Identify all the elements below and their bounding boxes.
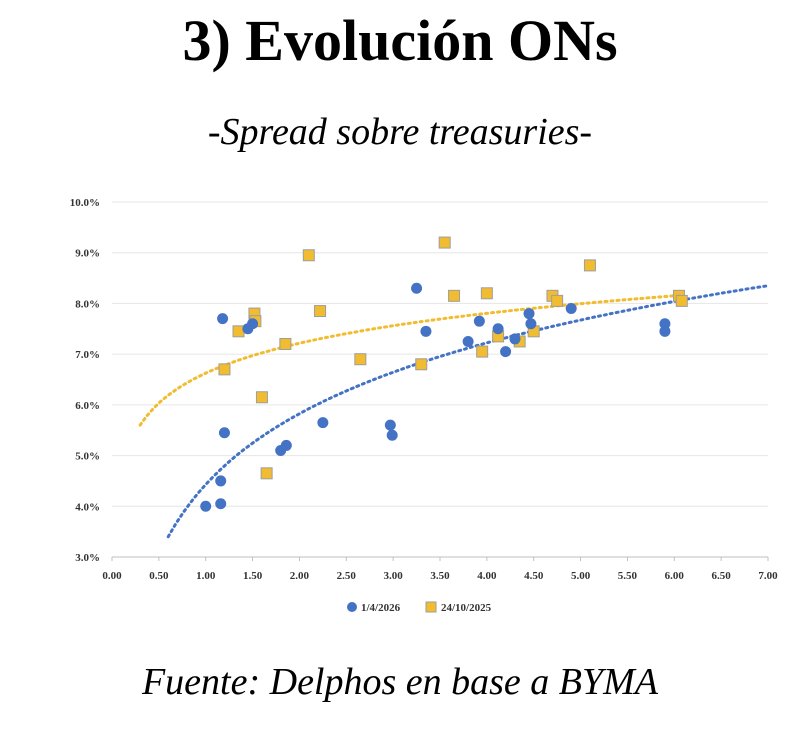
data-point-circle xyxy=(659,318,671,330)
x-tick-label: 6.50 xyxy=(712,570,732,582)
data-point-circle xyxy=(218,427,230,439)
data-point-square xyxy=(415,358,428,371)
data-point-circle xyxy=(386,429,398,441)
data-point-square xyxy=(302,249,315,262)
data-point-square xyxy=(448,289,461,302)
data-point-circle xyxy=(509,333,521,345)
data-point-circle xyxy=(462,335,474,347)
data-point-circle xyxy=(565,303,577,314)
data-point-circle xyxy=(525,318,537,330)
y-tick-label: 4.0% xyxy=(75,501,100,513)
data-point-square xyxy=(551,294,564,307)
data-point-circle xyxy=(500,346,512,358)
x-tick-label: 5.00 xyxy=(571,570,591,582)
y-tick-label: 10.0% xyxy=(70,197,100,209)
data-point-circle xyxy=(659,325,671,337)
data-point-circle xyxy=(215,498,227,510)
x-tick-label: 6.00 xyxy=(665,570,685,582)
x-tick-label: 2.50 xyxy=(337,570,357,582)
data-point-square xyxy=(583,259,596,272)
data-point-square xyxy=(260,467,273,480)
data-point-circle xyxy=(420,325,432,337)
data-point-square xyxy=(218,363,231,376)
y-tick-label: 9.0% xyxy=(75,248,100,260)
trendline xyxy=(166,284,770,539)
data-point-circle xyxy=(523,308,535,320)
x-tick-label: 4.50 xyxy=(524,570,544,582)
y-tick-label: 3.0% xyxy=(75,552,100,564)
x-tick-label: 0.50 xyxy=(149,570,169,582)
data-point-square xyxy=(255,391,268,404)
data-point-circle xyxy=(384,419,396,431)
data-point-circle xyxy=(200,500,212,512)
y-tick-label: 5.0% xyxy=(75,451,100,463)
data-point-circle xyxy=(317,417,329,429)
legend-label: 24/10/2025 xyxy=(441,602,492,614)
page-title: 3) Evolución ONs xyxy=(182,8,618,73)
x-tick-label: 1.50 xyxy=(243,570,263,582)
source-note: Fuente: Delphos en base a BYMA xyxy=(141,661,659,703)
data-point-square xyxy=(480,287,493,300)
data-point-circle xyxy=(411,282,423,294)
x-tick-label: 0.00 xyxy=(102,570,122,582)
x-tick-label: 2.00 xyxy=(290,570,310,582)
page-subtitle: -Spread sobre treasuries- xyxy=(207,111,593,153)
x-tick-label: 3.00 xyxy=(384,570,404,582)
legend-marker-circle xyxy=(347,602,357,612)
x-tick-label: 3.50 xyxy=(430,570,450,582)
data-point-circle xyxy=(215,475,227,487)
y-tick-label: 8.0% xyxy=(75,298,100,310)
y-tick-label: 6.0% xyxy=(75,400,100,412)
x-tick-label: 4.00 xyxy=(477,570,497,582)
x-tick-label: 5.50 xyxy=(618,570,638,582)
x-tick-label: 7.00 xyxy=(758,570,778,582)
data-point-circle xyxy=(217,313,229,325)
legend-label: 1/4/2026 xyxy=(361,602,401,614)
data-point-circle xyxy=(492,323,504,335)
data-point-circle xyxy=(247,318,259,330)
legend-marker-square xyxy=(425,601,437,613)
data-point-square xyxy=(675,294,688,307)
x-tick-label: 1.00 xyxy=(196,570,216,582)
data-point-square xyxy=(232,325,245,338)
data-point-square xyxy=(279,338,292,350)
data-point-square xyxy=(314,305,327,318)
y-tick-label: 7.0% xyxy=(75,349,100,361)
data-point-square xyxy=(438,236,451,249)
data-point-circle xyxy=(473,315,485,327)
data-point-square xyxy=(354,353,367,366)
data-point-circle xyxy=(280,439,292,451)
data-point-square xyxy=(476,345,489,358)
